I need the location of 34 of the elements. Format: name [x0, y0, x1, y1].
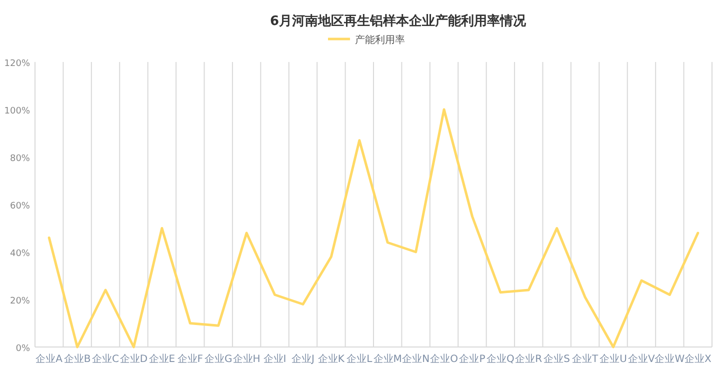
x-tick-label: 企业C [92, 353, 120, 365]
x-tick-label: 企业A [36, 353, 63, 365]
x-tick-label: 企业I [263, 353, 286, 365]
x-tick-label: 企业V [628, 353, 656, 365]
x-tick-label: 企业W [654, 353, 685, 365]
x-tick-label: 企业K [318, 353, 345, 365]
x-tick-label: 企业R [515, 353, 542, 365]
y-tick-label: 20% [10, 296, 30, 306]
x-tick-label: 企业O [430, 353, 458, 365]
x-tick-label: 企业G [204, 353, 232, 365]
x-tick-label: 企业Q [486, 353, 514, 365]
x-tick-label: 企业U [600, 353, 627, 365]
y-tick-label: 120% [4, 59, 30, 69]
line-series [48, 108, 700, 348]
y-tick-label: 0% [16, 344, 30, 354]
x-tick-label: 企业D [120, 353, 148, 365]
y-tick-label: 40% [10, 249, 30, 259]
y-tick-label: 60% [10, 202, 30, 212]
x-tick-label: 企业N [402, 353, 430, 365]
x-tick-label: 企业J [292, 353, 314, 365]
chart-title: 6月河南地区再生铝样本企业产能利用率情况 [270, 13, 528, 29]
x-tick-label: 企业M [373, 353, 402, 365]
x-tick-label: 企业H [232, 353, 260, 365]
x-tick-label: 企业F [177, 353, 204, 365]
x-tick-label: 企业P [459, 353, 486, 365]
x-tick-label: 企业B [64, 353, 91, 365]
y-tick-label: 100% [4, 106, 30, 116]
x-tick-label: 企业L [346, 353, 373, 365]
x-tick-label: 企业X [684, 353, 712, 365]
x-tick-label: 企业T [572, 353, 600, 365]
x-tick-label: 企业S [544, 353, 570, 365]
legend-label: 产能利用率 [355, 34, 405, 46]
x-tick-label: 企业E [148, 353, 176, 365]
y-tick-label: 80% [10, 154, 30, 164]
